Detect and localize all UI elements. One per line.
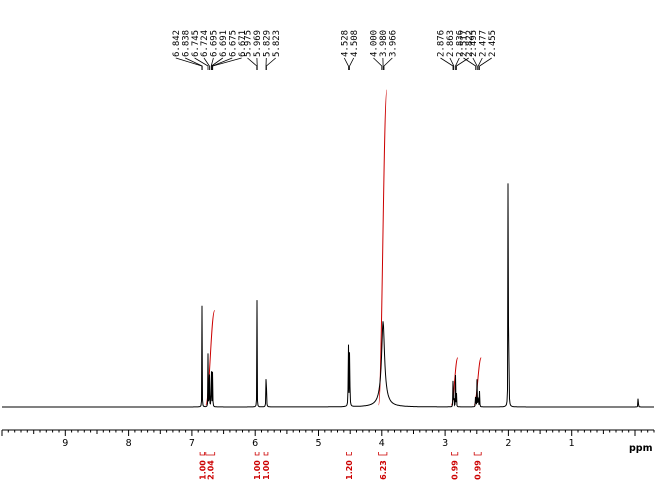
peak-label: 2.876 [437,30,447,57]
integral-value-label: 1.00 [198,460,207,480]
integral-bracket [473,452,482,456]
peak-leader-line [349,57,355,70]
peak-leader-line [440,57,454,70]
peak-leader-line [463,57,477,70]
peak-label: 6.842 [172,30,182,57]
integral-bracket [199,452,205,456]
peak-label: 2.863 [446,30,456,57]
peak-label: 3.980 [379,30,389,57]
integral-curve [205,310,216,406]
peak-label: 2.822 [465,30,475,57]
peak-label: 2.517 [460,30,470,57]
peak-leader-line [383,57,393,70]
peak-label: 5.829 [263,30,273,57]
peak-label: 6.838 [181,30,191,57]
peak-leader-line [373,57,383,70]
x-axis-tick-label: 3 [442,438,448,449]
integral-curve-layer [205,89,482,406]
peak-label: 4.508 [350,30,360,57]
peak-leader-line [477,57,483,70]
peak-label: 6.695 [210,30,220,57]
x-axis-tick-label: 8 [126,438,132,449]
integral-value-label: 6.23 [379,460,388,480]
peak-label: 2.455 [488,30,498,57]
integral-bracket [378,452,388,456]
x-axis-unit-label: ppm [629,443,653,454]
x-axis-tick-label: 4 [379,438,385,449]
x-axis-tick-label: 2 [505,438,511,449]
peak-label: 6.745 [191,30,201,57]
peak-label: 5.975 [244,30,254,57]
peak-leader-line [212,57,233,70]
peak-label: 6.675 [228,30,238,57]
peak-label: 3.966 [389,30,399,57]
peak-leader-line [479,57,492,70]
x-axis-tick-label: 6 [252,438,258,449]
integral-curve [450,357,459,406]
peak-label: 4.528 [341,30,351,57]
integral-value-label: 1.00 [253,460,262,480]
peak-leader-line [343,57,349,70]
x-axis-tick-label: 1 [569,438,575,449]
peak-leader-line [212,57,242,70]
peak-label: 5.823 [272,30,282,57]
x-axis-ticks: 9 8 7 6 5 4 3 2 1 [1,430,655,449]
peak-label: 6.724 [200,30,210,57]
peak-leader-line [203,57,210,70]
peak-label: 2.477 [479,30,489,57]
peak-leader-layer [175,57,492,70]
integral-curve [378,89,388,406]
peak-leader-line [185,57,203,70]
spectrum-trace [2,183,654,408]
integral-label-layer: 1.00 2.04 1.00 1.00 1.20 6.23 0.99 0.99 [198,452,483,480]
peak-label: 2.836 [456,30,466,57]
peak-leader-line [472,57,478,70]
integral-bracket [346,452,352,456]
integral-value-label: 1.00 [262,460,271,480]
x-axis-tick-label: 9 [62,438,68,449]
x-axis: 9 8 7 6 5 4 3 2 1 ppm [1,429,655,454]
peak-leader-line [449,57,455,70]
peak-label: 6.691 [219,30,229,57]
peak-leader-line [266,57,276,70]
peak-label: 6.671 [238,30,248,57]
peak-leader-line [211,57,224,70]
peak-leader-line [194,57,209,70]
integral-bracket [451,452,459,456]
peak-label-layer: 6.842 6.838 6.745 6.724 6.695 6.691 6.675 6.671… [172,30,498,57]
peak-leader-line [247,57,258,70]
peak-label: 2.495 [469,30,479,57]
x-axis-tick-label: 7 [189,438,195,449]
integral-value-label: 2.04 [206,460,215,480]
integral-value-label: 0.99 [474,460,483,480]
integral-bracket [205,452,216,456]
integral-value-label: 1.20 [345,460,354,480]
integral-value-label: 0.99 [451,460,460,480]
peak-leader-line [455,57,460,70]
peak-label: 5.969 [253,30,263,57]
integral-bracket [254,452,260,456]
x-axis-tick-label: 5 [315,438,321,449]
peak-label: 4.000 [370,30,380,57]
integral-bracket [263,452,269,456]
peak-leader-line [456,57,469,70]
